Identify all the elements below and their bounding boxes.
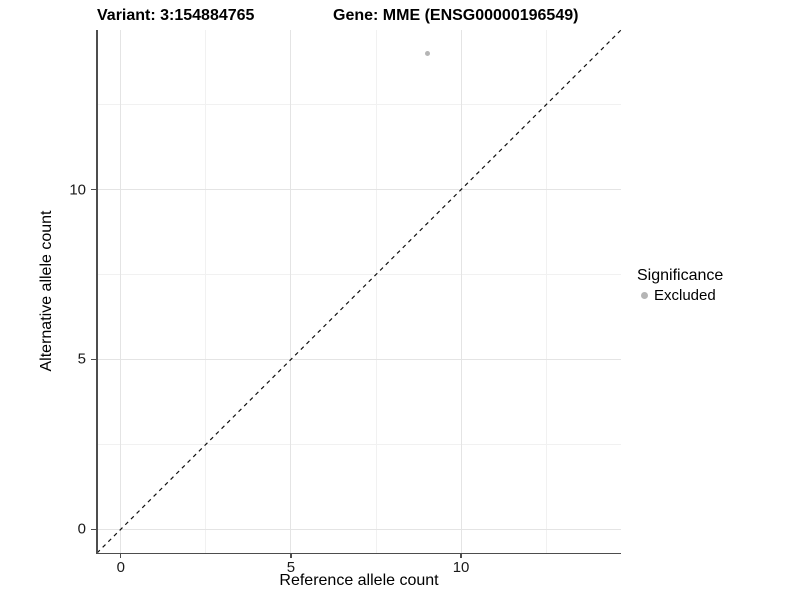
x-tick-mark [460,553,462,558]
gridline-x-minor [545,30,547,553]
plot-title-gene: Gene: MME (ENSG00000196549) [333,7,579,24]
gridline-y-major [97,189,621,191]
gridline-y-minor [97,274,621,276]
gridline-x-minor [205,30,207,553]
gridline-x-major [120,30,122,553]
x-tick-label: 5 [286,559,296,576]
legend-key-point-icon [641,292,648,299]
y-axis-title: Alternative allele count [38,210,55,372]
y-tick-label: 5 [77,350,86,368]
plot-title-variant: Variant: 3:154884765 [97,7,255,24]
plot-panel: 0 5 10 0 5 10 [69,29,622,576]
identity-line [96,29,622,554]
x-axis-line [96,552,621,554]
x-tick-mark [290,553,292,558]
gridline-y-major [97,358,621,360]
legend-item-excluded: Excluded [637,287,723,304]
gridline-x-major [290,30,292,553]
x-tick-label: 0 [116,559,125,576]
y-tick-label: 10 [69,181,86,199]
gridline-x-major [460,30,462,553]
gridline-y-minor [97,443,621,445]
gridline-x-minor [375,30,377,553]
legend: Significance Excluded [637,267,723,304]
legend-title: Significance [637,267,724,284]
x-axis-title: Reference allele count [279,572,439,589]
y-tick-label: 0 [77,520,86,538]
y-axis-line [96,30,98,554]
x-tick-label: 10 [452,559,470,576]
y-tick-mark [91,189,96,191]
x-tick-mark [120,553,122,558]
legend-item-label: Excluded [654,287,716,304]
gridline-y-minor [97,104,621,106]
gridline-y-major [97,528,621,530]
data-point [424,51,430,57]
y-tick-mark [91,358,96,360]
y-tick-mark [91,528,96,530]
